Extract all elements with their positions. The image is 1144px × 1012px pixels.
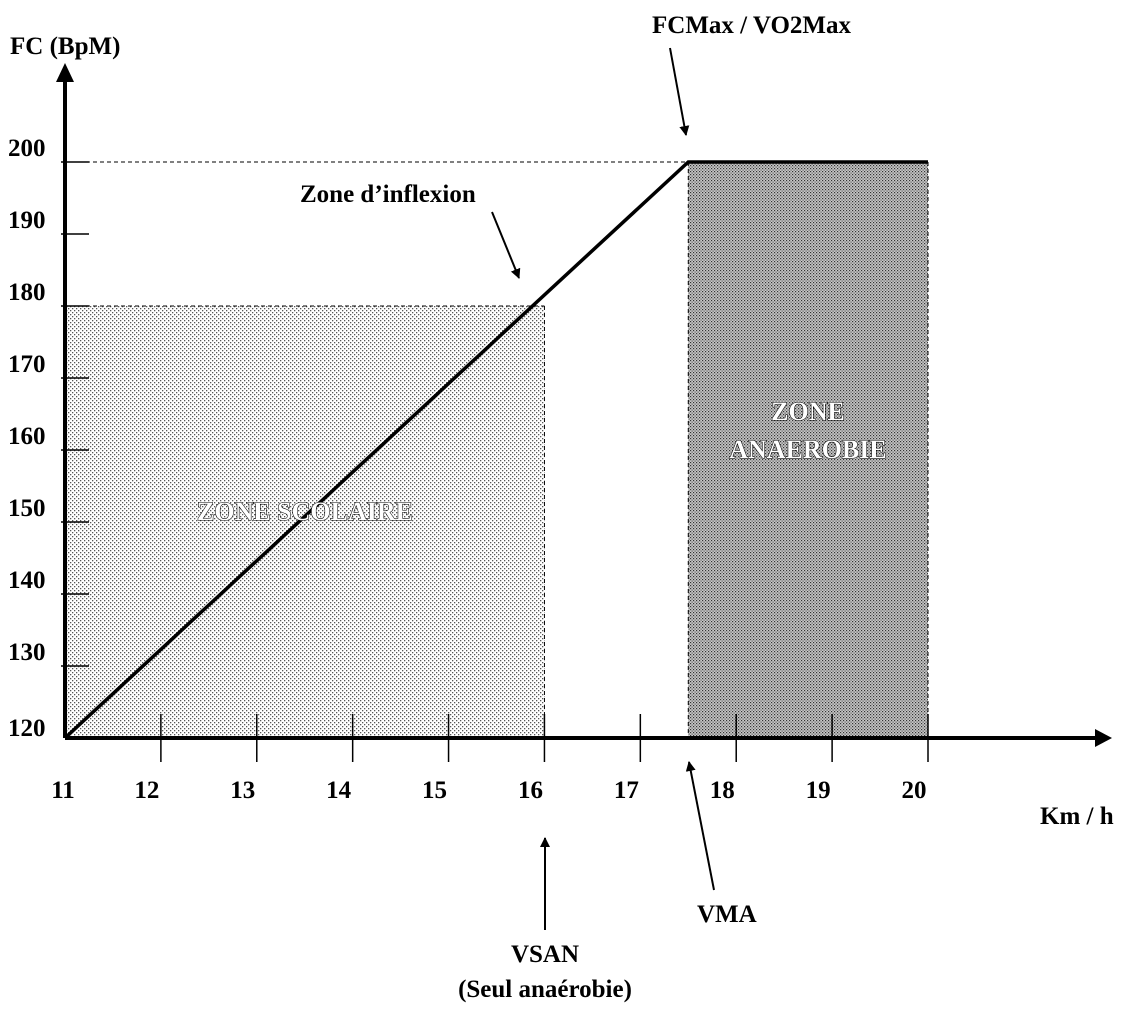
y-tick-label-140: 140 [8, 567, 46, 594]
x-tick-label-11: 11 [51, 777, 75, 804]
y-axis-title: FC (BpM) [10, 33, 120, 60]
y-tick-label-150: 150 [8, 495, 46, 522]
zone-rect-1 [688, 162, 928, 738]
y-tick-label-130: 130 [8, 639, 46, 666]
fcmax-arrow [669, 47, 690, 136]
x-tick-label-12: 12 [134, 777, 159, 804]
x-tick-label-13: 13 [230, 777, 255, 804]
series-layer [63, 160, 928, 740]
zone-scolaire-label: ZONE SCOLAIRE [197, 497, 413, 526]
x-tick-label-17: 17 [614, 777, 639, 804]
x-axis-title: Km / h [1040, 803, 1114, 830]
fcmax-annotation: FCMax / VO2Max [652, 12, 852, 39]
zone-anaerobie-label-line2: ANAEROBIE [729, 435, 886, 464]
x-tick-label-18: 18 [710, 777, 735, 804]
y-axis-arrowhead [56, 63, 74, 82]
x-axis-arrowhead [1095, 729, 1112, 747]
inflexion-arrow [491, 211, 521, 279]
x-tick-label-20: 20 [902, 777, 927, 804]
vma-annotation: VMA [697, 901, 757, 928]
x-tick-label-14: 14 [326, 777, 352, 804]
x-tick-label-19: 19 [806, 777, 831, 804]
vsan-annotation-line1: VSAN [511, 941, 579, 968]
y-tick-label-120: 120 [8, 715, 46, 742]
x-tick-label-16: 16 [518, 777, 543, 804]
y-tick-label-180: 180 [8, 279, 46, 306]
x-tick-label-15: 15 [422, 777, 447, 804]
y-tick-label-190: 190 [8, 207, 46, 234]
y-tick-label-170: 170 [8, 351, 46, 378]
fc-line [63, 160, 928, 740]
vma-arrow [685, 761, 715, 891]
inflexion-annotation: Zone d’inflexion [300, 181, 476, 208]
ticks: 11 12 13 14 15 16 17 18 19 20 120 130 140 150 160 170 18… [8, 135, 929, 804]
axes [56, 63, 1112, 747]
y-tick-label-160: 160 [8, 423, 46, 450]
vsan-annotation-line2: (Seul anaérobie) [458, 976, 632, 1003]
zone-anaerobie-label-line1: ZONE [771, 397, 845, 426]
y-tick-label-200: 200 [8, 135, 46, 162]
